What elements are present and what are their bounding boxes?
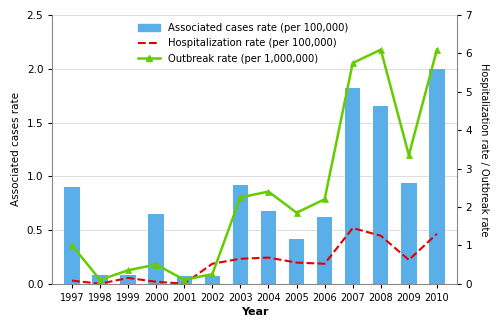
Bar <box>204 276 220 284</box>
Bar <box>148 214 164 284</box>
Bar <box>345 88 360 284</box>
Bar <box>261 211 276 284</box>
Y-axis label: Hospitalization rate / Outbreak rate: Hospitalization rate / Outbreak rate <box>479 63 489 236</box>
Bar <box>373 106 388 284</box>
Bar <box>429 69 444 284</box>
Bar <box>317 217 332 284</box>
Bar <box>92 275 108 284</box>
Bar <box>289 238 304 284</box>
Y-axis label: Associated cases rate: Associated cases rate <box>11 92 21 206</box>
Bar <box>401 183 416 284</box>
Bar <box>120 275 136 284</box>
Bar <box>176 276 192 284</box>
Bar <box>64 187 80 284</box>
X-axis label: Year: Year <box>240 307 268 317</box>
Legend: Associated cases rate (per 100,000), Hospitalization rate (per 100,000), Outbrea: Associated cases rate (per 100,000), Hos… <box>138 23 348 64</box>
Bar <box>232 185 248 284</box>
